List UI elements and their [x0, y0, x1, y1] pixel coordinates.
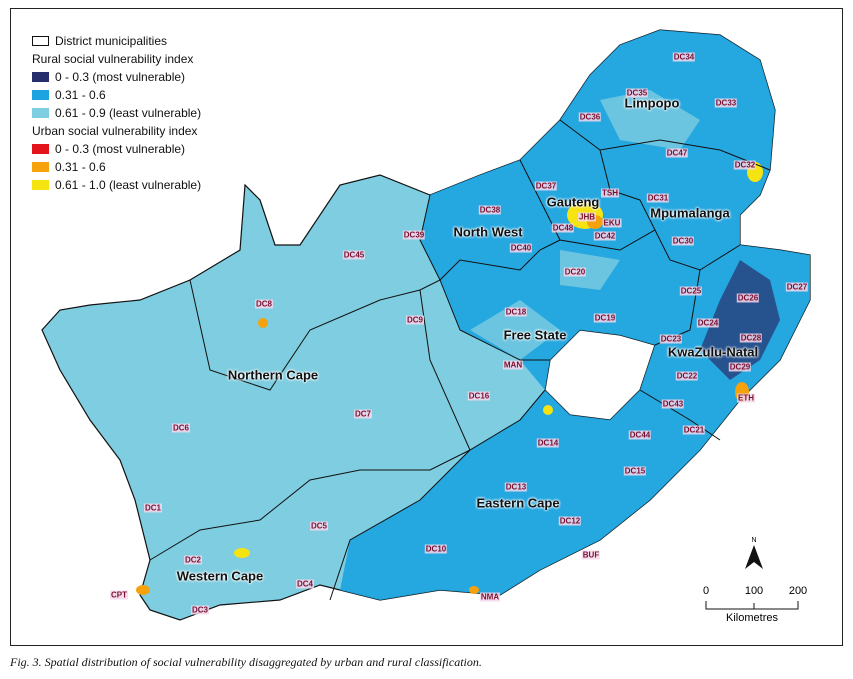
district-label: TSH — [601, 188, 619, 198]
district-label: DC31 — [646, 193, 670, 203]
district-label: DC3 — [190, 605, 210, 615]
legend-label: District municipalities — [55, 34, 168, 48]
province-label: Mpumalanga — [650, 205, 730, 221]
district-label: DC32 — [733, 160, 757, 170]
district-label: DC34 — [672, 52, 696, 62]
district-label: DC4 — [295, 579, 315, 589]
district-label: DC18 — [504, 307, 528, 317]
district-label: DC14 — [536, 438, 560, 448]
district-label: DC38 — [478, 205, 502, 215]
province-label: KwaZulu-Natal — [667, 344, 759, 360]
district-label: DC1 — [143, 503, 163, 513]
district-label: DC19 — [593, 313, 617, 323]
district-label: EKU — [602, 218, 622, 228]
province-boundaries — [149, 119, 771, 601]
district-label: DC45 — [342, 250, 366, 260]
district-label: DC29 — [728, 362, 752, 372]
district-label: NMA — [479, 592, 501, 602]
district-label: DC22 — [675, 371, 699, 381]
urban-swatch-least — [32, 180, 49, 190]
rural-swatch-most — [32, 72, 49, 82]
province-label: North West — [453, 224, 523, 240]
district-label: DC23 — [659, 334, 683, 344]
rural-high-vulnerability-area — [700, 260, 780, 380]
district-label: DC37 — [534, 181, 558, 191]
district-label: DC30 — [671, 236, 695, 246]
province-label: Free State — [503, 327, 567, 343]
district-label: DC33 — [714, 98, 738, 108]
district-label: CPT — [110, 590, 128, 600]
scale-tick-label: 200 — [788, 585, 808, 597]
legend-label: 0.31 - 0.6 — [55, 88, 106, 102]
district-label: DC7 — [353, 409, 373, 419]
district-label: DC2 — [183, 555, 203, 565]
map-legend: District municipalities Rural social vul… — [32, 31, 222, 195]
district-label: DC5 — [309, 521, 329, 531]
district-label: DC40 — [509, 243, 533, 253]
district-label: DC35 — [625, 88, 649, 98]
rural-swatch-least — [32, 108, 49, 118]
scale-bar: 0 100 200 Kilometres — [700, 585, 810, 624]
rural-mid-vulnerability-area — [340, 30, 810, 600]
boundary-swatch — [32, 36, 49, 46]
district-label: DC6 — [171, 423, 191, 433]
district-label: DC20 — [563, 267, 587, 277]
rural-swatch-mid — [32, 90, 49, 100]
rural-legend-title: Rural social vulnerability index — [32, 52, 194, 66]
district-label: DC9 — [405, 315, 425, 325]
figure-caption: Fig. 3. Spatial distribution of social v… — [10, 655, 482, 669]
legend-label: 0 - 0.3 (most vulnerable) — [55, 142, 186, 156]
legend-label: 0 - 0.3 (most vulnerable) — [55, 70, 186, 84]
north-arrow: N — [742, 537, 766, 575]
province-label: Western Cape — [176, 568, 264, 584]
district-label: DC42 — [593, 231, 617, 241]
district-label: DC36 — [578, 112, 602, 122]
district-label: DC15 — [623, 466, 647, 476]
district-label: DC43 — [661, 399, 685, 409]
district-label: DC10 — [424, 544, 448, 554]
rural-low-vulnerability-patches — [470, 90, 700, 360]
province-label: Eastern Cape — [476, 495, 560, 511]
district-label: DC39 — [402, 230, 426, 240]
district-label: DC25 — [679, 286, 703, 296]
legend-district-boundary: District municipalities — [32, 33, 222, 49]
district-label: MAN — [502, 360, 524, 370]
province-label: Limpopo — [624, 95, 680, 111]
north-label: N — [751, 537, 757, 544]
district-label: DC21 — [682, 425, 706, 435]
district-label: ETH — [737, 393, 755, 403]
urban-swatch-most — [32, 144, 49, 154]
province-label: Gauteng — [546, 194, 600, 210]
legend-label: 0.61 - 1.0 (least vulnerable) — [55, 178, 202, 192]
scale-tick-label: 100 — [744, 585, 764, 597]
urban-legend-title: Urban social vulnerability index — [32, 124, 198, 138]
north-arrow-icon — [745, 545, 763, 569]
district-label: DC24 — [696, 318, 720, 328]
district-label: DC27 — [785, 282, 809, 292]
district-label: DC16 — [467, 391, 491, 401]
district-label: DC44 — [628, 430, 652, 440]
province-label: Northern Cape — [227, 367, 319, 383]
legend-label: 0.61 - 0.9 (least vulnerable) — [55, 106, 202, 120]
district-label: DC13 — [504, 482, 528, 492]
scale-line — [705, 601, 799, 610]
district-label: DC47 — [665, 148, 689, 158]
district-label: BUF — [581, 550, 601, 560]
scale-unit: Kilometres — [726, 612, 778, 624]
urban-swatch-mid — [32, 162, 49, 172]
district-label: DC48 — [551, 223, 575, 233]
scale-tick-label: 0 — [702, 585, 710, 597]
district-label: DC8 — [254, 299, 274, 309]
district-label: JHB — [577, 212, 597, 222]
district-label: DC26 — [736, 293, 760, 303]
legend-label: 0.31 - 0.6 — [55, 160, 106, 174]
district-label: DC12 — [558, 516, 582, 526]
map-frame — [10, 8, 843, 646]
district-label: DC28 — [739, 333, 763, 343]
